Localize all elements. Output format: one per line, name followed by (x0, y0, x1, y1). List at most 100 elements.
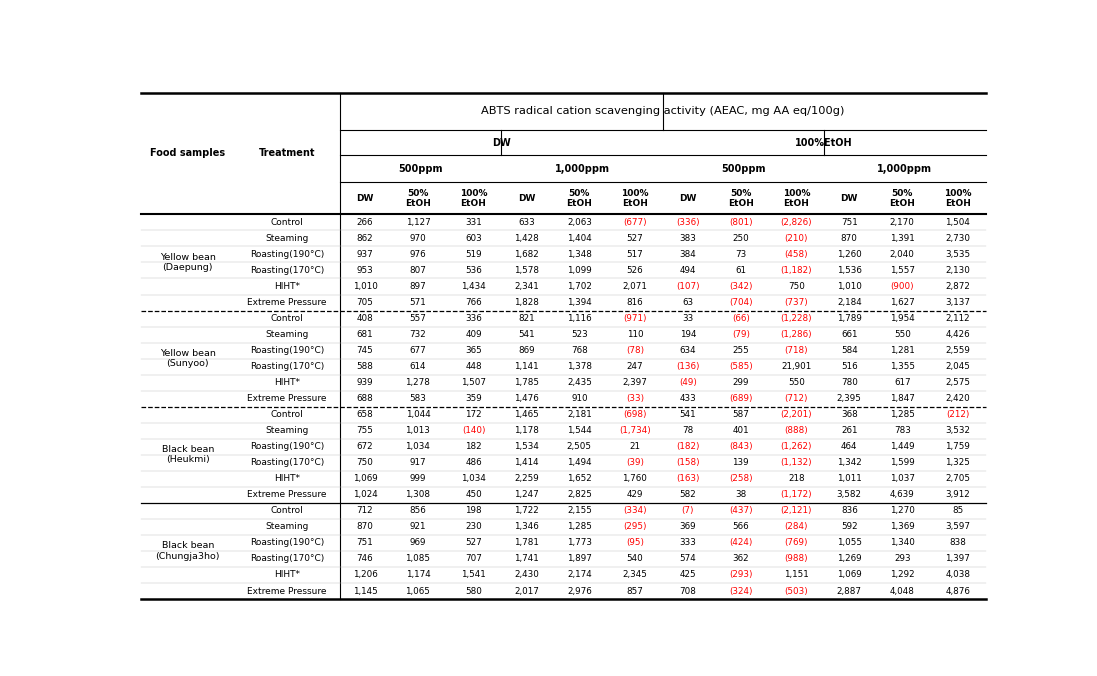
Text: 50%
EtOH: 50% EtOH (566, 189, 592, 208)
Text: 2,259: 2,259 (514, 475, 539, 483)
Text: 582: 582 (679, 490, 697, 500)
Text: 1,954: 1,954 (890, 314, 915, 323)
Text: 583: 583 (409, 394, 427, 403)
Text: (49): (49) (679, 378, 697, 387)
Text: 588: 588 (357, 362, 373, 371)
Text: 2,397: 2,397 (622, 378, 647, 387)
Text: 766: 766 (465, 298, 482, 307)
Text: 705: 705 (357, 298, 373, 307)
Text: 1,476: 1,476 (514, 394, 539, 403)
Text: 1,369: 1,369 (890, 523, 915, 531)
Text: 336: 336 (465, 314, 482, 323)
Text: 976: 976 (409, 250, 427, 259)
Text: 63: 63 (682, 298, 693, 307)
Text: 1,206: 1,206 (352, 571, 377, 579)
Text: 1,504: 1,504 (946, 218, 970, 227)
Text: 255: 255 (733, 346, 749, 355)
Text: Food samples: Food samples (150, 149, 225, 158)
Text: (2,201): (2,201) (781, 410, 812, 419)
Text: 750: 750 (788, 282, 805, 291)
Text: 768: 768 (572, 346, 588, 355)
Text: Roasting(170°C): Roasting(170°C) (250, 458, 324, 467)
Text: Roasting(170°C): Roasting(170°C) (250, 554, 324, 564)
Text: 2,040: 2,040 (890, 250, 915, 259)
Text: 970: 970 (409, 234, 427, 243)
Text: (210): (210) (784, 234, 808, 243)
Text: 750: 750 (357, 458, 373, 467)
Text: 384: 384 (679, 250, 697, 259)
Text: (1,286): (1,286) (781, 330, 812, 339)
Text: 33: 33 (682, 314, 693, 323)
Text: Extreme Pressure: Extreme Pressure (247, 490, 327, 500)
Text: 1,534: 1,534 (514, 442, 539, 452)
Text: 566: 566 (733, 523, 749, 531)
Text: 1,507: 1,507 (461, 378, 486, 387)
Text: (182): (182) (676, 442, 700, 452)
Text: 230: 230 (465, 523, 482, 531)
Text: (971): (971) (623, 314, 647, 323)
Text: Steaming: Steaming (265, 330, 308, 339)
Text: 527: 527 (626, 234, 643, 243)
Text: 2,181: 2,181 (567, 410, 591, 419)
Text: 110: 110 (626, 330, 643, 339)
Text: 617: 617 (894, 378, 911, 387)
Text: 999: 999 (409, 475, 426, 483)
Text: 661: 661 (841, 330, 858, 339)
Text: (212): (212) (946, 410, 970, 419)
Text: Yellow bean
(Daepung): Yellow bean (Daepung) (160, 253, 216, 272)
Text: (988): (988) (784, 554, 808, 564)
Text: (39): (39) (626, 458, 644, 467)
Text: Control: Control (271, 314, 303, 323)
Text: 1,702: 1,702 (567, 282, 591, 291)
Text: 182: 182 (465, 442, 482, 452)
Text: 587: 587 (733, 410, 749, 419)
Text: (1,734): (1,734) (619, 427, 651, 435)
Text: 2,730: 2,730 (946, 234, 971, 243)
Text: 838: 838 (949, 539, 966, 548)
Text: 100%
EtOH: 100% EtOH (460, 189, 487, 208)
Text: 1,174: 1,174 (406, 571, 430, 579)
Text: 2,435: 2,435 (567, 378, 591, 387)
Text: 1,394: 1,394 (567, 298, 591, 307)
Text: 917: 917 (409, 458, 427, 467)
Text: Roasting(170°C): Roasting(170°C) (250, 266, 324, 275)
Text: (7): (7) (681, 506, 694, 515)
Text: (718): (718) (784, 346, 808, 355)
Text: 1,010: 1,010 (837, 282, 862, 291)
Text: 1,010: 1,010 (352, 282, 377, 291)
Text: 500ppm: 500ppm (398, 164, 443, 174)
Text: 2,170: 2,170 (890, 218, 915, 227)
Text: 746: 746 (357, 554, 373, 564)
Text: 2,887: 2,887 (837, 587, 862, 596)
Text: (677): (677) (623, 218, 647, 227)
Text: Control: Control (271, 410, 303, 419)
Text: (2,826): (2,826) (781, 218, 812, 227)
Text: 401: 401 (733, 427, 749, 435)
Text: 1,599: 1,599 (890, 458, 915, 467)
Text: 50%
EtOH: 50% EtOH (728, 189, 754, 208)
Text: HIHT*: HIHT* (274, 571, 299, 579)
Text: 745: 745 (357, 346, 373, 355)
Text: 362: 362 (733, 554, 749, 564)
Text: 969: 969 (409, 539, 426, 548)
Text: 1,847: 1,847 (890, 394, 915, 403)
Text: 500ppm: 500ppm (721, 164, 766, 174)
Text: 1,141: 1,141 (514, 362, 539, 371)
Text: 1,391: 1,391 (890, 234, 915, 243)
Text: 519: 519 (465, 250, 482, 259)
Text: 383: 383 (679, 234, 697, 243)
Text: 2,575: 2,575 (946, 378, 971, 387)
Text: 1,348: 1,348 (567, 250, 591, 259)
Text: 21: 21 (630, 442, 641, 452)
Text: 1,760: 1,760 (622, 475, 647, 483)
Text: DW: DW (518, 194, 535, 203)
Text: 61: 61 (735, 266, 746, 275)
Text: 574: 574 (679, 554, 697, 564)
Text: (843): (843) (730, 442, 753, 452)
Text: 732: 732 (409, 330, 427, 339)
Text: (163): (163) (676, 475, 700, 483)
Text: (342): (342) (730, 282, 753, 291)
Text: 1,069: 1,069 (837, 571, 861, 579)
Text: (136): (136) (676, 362, 700, 371)
Text: (1,182): (1,182) (781, 266, 812, 275)
